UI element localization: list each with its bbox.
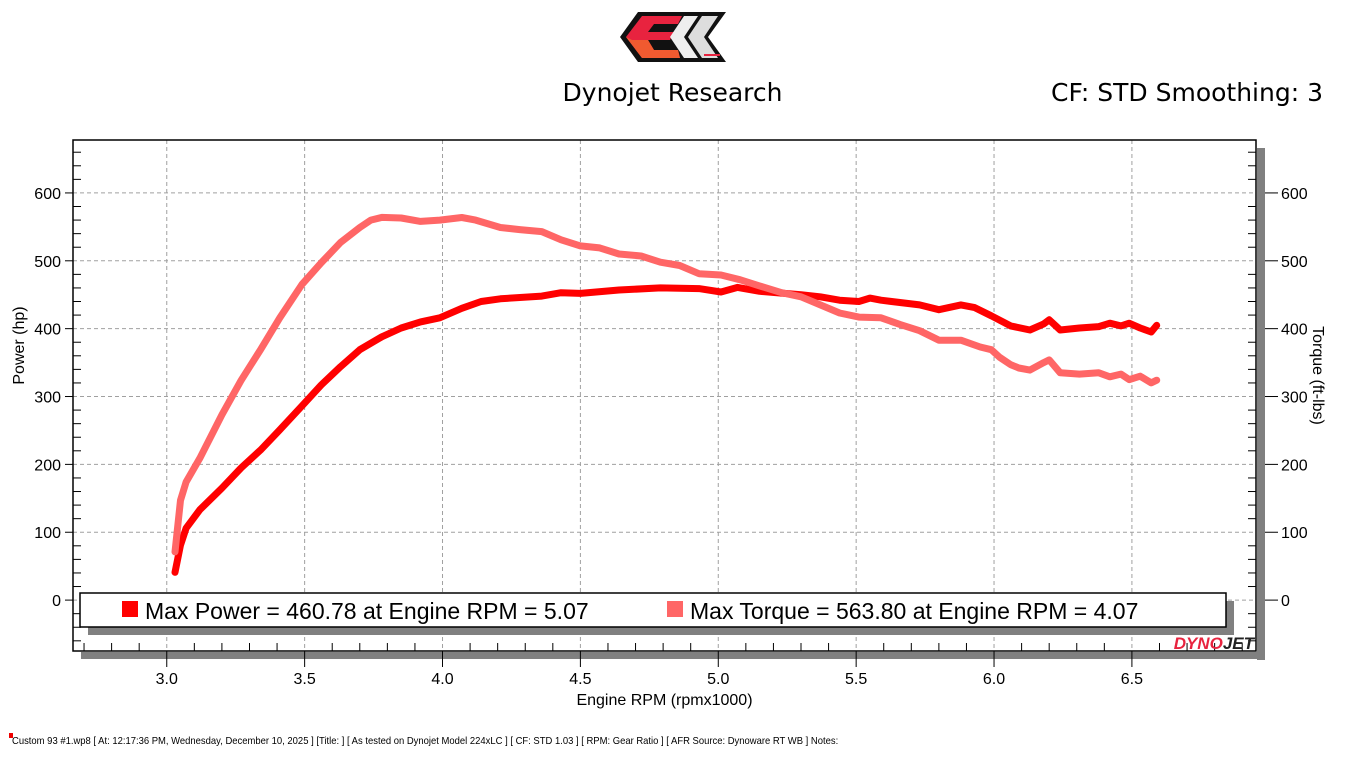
plot-area bbox=[73, 140, 1256, 651]
dyno-chart: 3.0 3.5 4.0 4.5 5.0 5.5 6.0 6.5 0 100 200 300 400 500… bbox=[11, 139, 1326, 709]
y2-tick-label: 200 bbox=[1281, 457, 1308, 474]
correction-settings: CF: STD Smoothing: 3 bbox=[1051, 78, 1323, 107]
plot-shadow-right bbox=[1257, 148, 1265, 660]
x-tick-label: 6.0 bbox=[983, 671, 1005, 688]
x-tick-label: 3.0 bbox=[156, 671, 178, 688]
legend-swatch-power bbox=[122, 601, 138, 617]
footer-marker bbox=[9, 733, 13, 738]
x-tick-label: 4.5 bbox=[569, 671, 591, 688]
x-tick-label: 3.5 bbox=[294, 671, 316, 688]
dynojet-watermark: DYNOJET bbox=[1174, 634, 1256, 653]
y-tick-label: 0 bbox=[52, 593, 61, 610]
y2-axis-label: Torque (ft-lbs) bbox=[1309, 326, 1326, 425]
legend-text-torque: Max Torque = 563.80 at Engine RPM = 4.07 bbox=[690, 598, 1138, 624]
y-tick-label: 200 bbox=[34, 457, 61, 474]
legend-swatch-torque bbox=[667, 601, 683, 617]
y2-tick-label: 500 bbox=[1281, 254, 1308, 271]
y-tick-label: 600 bbox=[34, 186, 61, 203]
x-tick-label: 5.0 bbox=[707, 671, 729, 688]
y2-tick-label: 100 bbox=[1281, 525, 1308, 542]
y2-tick-label: 300 bbox=[1281, 390, 1308, 407]
dynojet-logo bbox=[620, 12, 726, 62]
x-axis-label: Engine RPM (rpmx1000) bbox=[576, 692, 752, 709]
x-tick-label: 4.0 bbox=[431, 671, 453, 688]
y-tick-label: 400 bbox=[34, 322, 61, 339]
plot-shadow-bottom bbox=[81, 652, 1265, 659]
series-line-torque bbox=[171, 213, 1161, 556]
run-info-footer: Custom 93 #1.wp8 [ At: 12:17:36 PM, Wedn… bbox=[12, 735, 839, 747]
plot-frame bbox=[72, 139, 1257, 652]
y2-tick-label: 600 bbox=[1281, 186, 1308, 203]
legend-box bbox=[79, 592, 1227, 628]
y-tick-label: 500 bbox=[34, 254, 61, 271]
y-tick-label: 300 bbox=[34, 390, 61, 407]
y-tick-label: 100 bbox=[34, 525, 61, 542]
x-tick-label: 6.5 bbox=[1121, 671, 1143, 688]
y-axis-label: Power (hp) bbox=[11, 306, 28, 384]
x-tick-label: 5.5 bbox=[845, 671, 867, 688]
series-line-power bbox=[171, 283, 1161, 576]
chart-title: Dynojet Research bbox=[562, 78, 783, 107]
y2-tick-label: 0 bbox=[1281, 593, 1290, 610]
y2-tick-label: 400 bbox=[1281, 322, 1308, 339]
legend-text-power: Max Power = 460.78 at Engine RPM = 5.07 bbox=[145, 598, 589, 624]
